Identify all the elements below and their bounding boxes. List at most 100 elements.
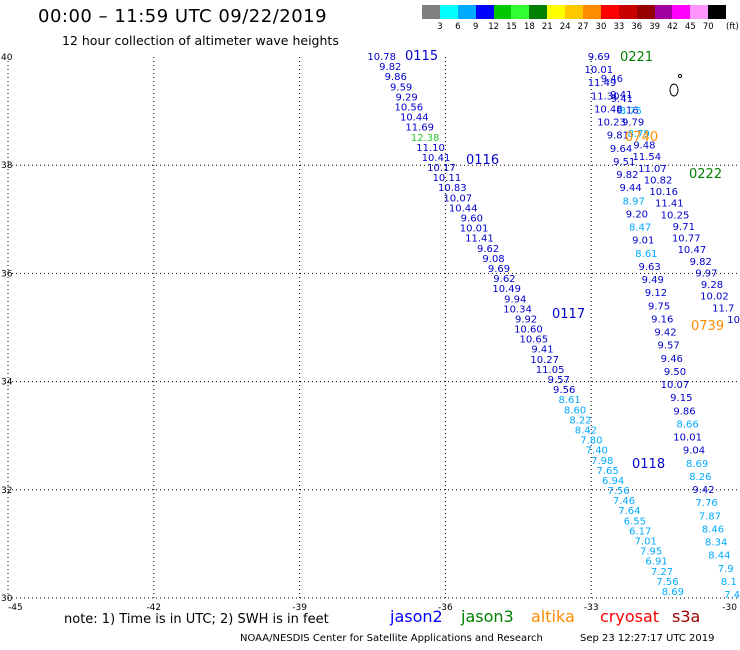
track-id-label: 0115 [405, 49, 438, 64]
swh-value: 9.44 [619, 183, 641, 194]
swh-value: 11.49 [588, 78, 617, 89]
swh-value: 9.42 [654, 328, 676, 339]
swh-value: 9.46 [601, 74, 623, 85]
color-legend: 3 6 9 12 15 18 21 24 27 30 33 36 39 42 45 70 [422, 5, 727, 32]
swh-value: 7.9 [718, 564, 734, 575]
lon-tick-label: -42 [146, 603, 161, 613]
swh-value: 10.82 [644, 175, 673, 186]
swh-value: 10.25 [661, 210, 690, 221]
lat-tick-label: 36 [1, 269, 13, 279]
swh-value: 8.61 [558, 395, 580, 406]
swh-value: 9.62 [493, 274, 515, 285]
lon-tick-label: -39 [292, 603, 307, 613]
swh-value: 10.44 [400, 113, 429, 124]
swh-value: 9.01 [632, 236, 654, 247]
legend-label: 3 [437, 22, 443, 32]
swh-value: 10.01 [460, 224, 489, 235]
swh-value: 8.61 [635, 249, 657, 260]
swh-value: 9.60 [461, 214, 483, 225]
swh-value: 9.46 [661, 354, 683, 365]
swh-value: 9.82 [690, 257, 712, 268]
swh-value: 8.66 [677, 419, 699, 430]
swh-value: 9.69 [588, 52, 610, 63]
swh-value: 11.10 [416, 143, 445, 154]
swh-value: 7.98 [591, 456, 613, 467]
swh-value: 9.04 [683, 446, 705, 457]
map-grid [7, 57, 737, 599]
legend-swatch [422, 5, 440, 19]
swh-value: 10.11 [433, 173, 462, 184]
swh-value: 9.97 [695, 268, 717, 279]
track-id-label: 0740 [625, 130, 658, 145]
swh-value: 10.56 [395, 102, 424, 113]
legend-label: 45 [685, 22, 696, 32]
legend-swatch [529, 5, 548, 19]
swh-value: 9.64 [610, 144, 632, 155]
lat-tick-label: 38 [1, 161, 13, 171]
lat-tick-label: 40 [1, 53, 13, 63]
swh-value: 8.1 [721, 577, 737, 588]
legend-labels: 3 6 9 12 15 18 21 24 27 30 33 36 39 42 45 70 [422, 22, 726, 32]
swh-value: 9.08 [482, 254, 504, 265]
map-title: 00:00 – 11:59 UTC 09/22/2019 [38, 6, 328, 27]
swh-value: 10.02 [700, 292, 729, 303]
swh-value: 10.65 [520, 335, 549, 346]
swh-value: 8.97 [623, 196, 645, 207]
lon-tick-label: -33 [584, 603, 599, 613]
swh-value: 6.91 [645, 557, 667, 568]
swh-value: 7.56 [656, 577, 678, 588]
legend-label: 21 [541, 22, 553, 32]
legend-label: 15 [506, 22, 517, 32]
swh-value: 10.07 [443, 193, 472, 204]
timestamp: Sep 23 12:27:17 UTC 2019 [580, 633, 715, 644]
legend-label: 30 [595, 22, 607, 32]
swh-value: 9.57 [548, 375, 570, 386]
swh-value: 10.77 [672, 234, 701, 245]
legend-swatch [583, 5, 601, 19]
legend-label: 70 [702, 22, 714, 32]
swh-value: 9.16 [616, 106, 638, 117]
swh-value: 11.30 [591, 91, 620, 102]
swh-value: 10.49 [492, 284, 521, 295]
observations-layer: 10.789.829.869.599.2910.5610.4411.6912.3… [367, 52, 740, 601]
swh-value: 9.12 [645, 288, 667, 299]
swh-value: 7.76 [696, 498, 718, 509]
legend-label: 9 [473, 22, 479, 32]
legend-unit: (ft) [726, 22, 739, 32]
swh-value: 9.51 [613, 157, 635, 168]
satellite-cryosat: cryosat [600, 607, 660, 626]
track-id-label: 0116 [466, 153, 499, 168]
swh-value: 7.56 [607, 486, 629, 497]
legend-label: 6 [455, 22, 461, 32]
map-subtitle: 12 hour collection of altimeter wave hei… [62, 33, 339, 48]
swh-value: 9.94 [504, 294, 526, 305]
swh-value: 10.16 [649, 187, 678, 198]
swh-value: 9.41 [611, 94, 633, 105]
swh-value: 10 [727, 315, 740, 326]
legend-label: 33 [613, 22, 625, 32]
swh-value: 6.94 [602, 476, 624, 487]
swh-value: 11.41 [655, 199, 684, 210]
swh-value: 9.41 [531, 345, 553, 356]
swh-value: 10.60 [514, 325, 543, 336]
swh-value: 10.83 [438, 183, 467, 194]
swh-value: 9.41 [610, 90, 632, 101]
swh-value: 9.16 [651, 314, 673, 325]
swh-value: 7.95 [640, 547, 662, 558]
swh-value: 9.59 [390, 82, 412, 93]
legend-label: 42 [667, 22, 678, 32]
credit-line: NOAA/NESDIS Center for Satellite Applica… [240, 633, 543, 644]
swh-value: 9.92 [515, 314, 537, 325]
swh-value: 8.22 [569, 415, 591, 426]
legend-swatch [708, 5, 727, 19]
lon-tick-label: -30 [722, 603, 737, 613]
footer-note: note: 1) Time is in UTC; 2) SWH is in fe… [64, 612, 329, 627]
swh-value: 8.34 [705, 538, 727, 549]
swh-value: 8.46 [702, 524, 724, 535]
legend-label: 12 [488, 22, 500, 32]
legend-swatches [422, 5, 727, 19]
swh-value: 7.01 [635, 537, 657, 548]
swh-value: 6.17 [629, 526, 651, 537]
legend-swatch [654, 5, 673, 19]
swh-value: 7.4 [724, 590, 740, 601]
